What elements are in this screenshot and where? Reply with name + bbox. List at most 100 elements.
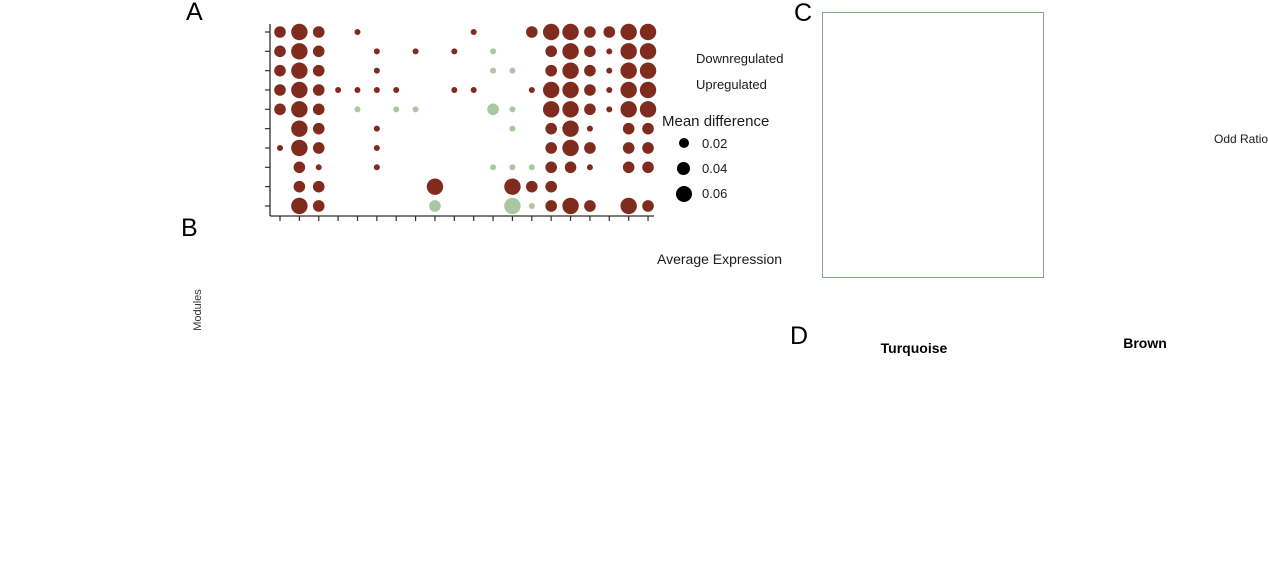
enrichment-dot [429, 200, 441, 212]
panel-a-dotplot [265, 23, 657, 221]
enrichment-dot [354, 86, 361, 93]
downregulated-dot [676, 54, 684, 62]
expression-colorbar [671, 271, 687, 363]
size-label-006: 0.06 [702, 186, 728, 201]
enrichment-dot [373, 67, 380, 74]
enrichment-dot [584, 45, 596, 58]
enrichment-dot [393, 86, 400, 93]
enrichment-dot [545, 161, 557, 174]
panel-c-heatmap [823, 13, 1043, 277]
enrichment-dot [504, 197, 521, 215]
size-label-004: 0.04 [702, 161, 728, 176]
enrichment-dot [312, 103, 325, 116]
panel-d-letter: D [790, 322, 809, 350]
enrichment-dot [562, 43, 579, 60]
enrichment-dot [335, 86, 342, 93]
enrichment-dot [373, 48, 380, 55]
enrichment-dot [606, 106, 613, 113]
enrichment-dot [606, 48, 613, 55]
odd-ratio-colorbar [1226, 150, 1239, 274]
enrichment-dot [545, 200, 557, 212]
enrichment-dot [509, 67, 516, 74]
enrichment-dot [562, 139, 579, 157]
enrichment-dot [584, 103, 596, 116]
enrichment-dot [373, 144, 380, 151]
enrichment-dot [451, 48, 458, 55]
average-expression-title: Average Expression [657, 251, 783, 267]
enrichment-dot [620, 197, 637, 215]
enrichment-dot [620, 62, 637, 79]
enrichment-dot [274, 64, 286, 77]
panel-a-letter: A [186, 0, 203, 26]
enrichment-dot [620, 43, 637, 60]
enrichment-dot [412, 48, 419, 55]
enrichment-dot [545, 122, 557, 135]
panel-c-letter: C [794, 0, 813, 27]
enrichment-dot [620, 81, 637, 99]
enrichment-dot [584, 26, 596, 38]
enrichment-dot [490, 67, 497, 74]
enrichment-dot [584, 64, 596, 77]
enrichment-dot [315, 164, 322, 171]
enrichment-dot [586, 164, 593, 171]
enrichment-dot [584, 84, 596, 96]
enrichment-dot [312, 26, 325, 38]
enrichment-dot [490, 48, 497, 55]
enrichment-dot [528, 86, 535, 93]
enrichment-dot [312, 142, 325, 154]
enrichment-dot [312, 84, 325, 96]
enrichment-dot [291, 23, 308, 41]
enrichment-dot [312, 122, 325, 135]
enrichment-dot [603, 26, 616, 38]
enrichment-dot [312, 64, 325, 77]
enrichment-dot [642, 200, 654, 212]
enrichment-dot [277, 144, 283, 151]
enrichment-dot [487, 103, 499, 116]
enrichment-dot [562, 62, 579, 79]
enrichment-dot [293, 161, 306, 174]
upregulated-dot [676, 80, 684, 88]
enrichment-dot [620, 101, 637, 118]
size-label-002: 0.02 [702, 136, 728, 151]
enrichment-dot [639, 101, 657, 118]
brown-network [1022, 355, 1268, 579]
enrichment-dot [312, 180, 325, 193]
enrichment-dot [606, 86, 613, 93]
enrichment-dot [504, 178, 521, 195]
enrichment-dot [291, 101, 308, 118]
enrichment-dot [562, 101, 579, 118]
enrichment-dot [274, 45, 286, 58]
mean-difference-title: Mean difference [662, 113, 770, 130]
enrichment-dot [274, 84, 286, 96]
enrichment-dot [545, 180, 557, 193]
enrichment-dot [291, 120, 308, 137]
enrichment-dot [639, 81, 657, 99]
modules-axis-label: Modules [192, 289, 204, 331]
enrichment-dot [642, 142, 654, 154]
enrichment-dot [526, 26, 538, 38]
enrichment-dot [528, 202, 535, 209]
turquoise-network-title: Turquoise [880, 340, 948, 356]
enrichment-dot [586, 125, 593, 132]
enrichment-dot [291, 43, 308, 60]
enrichment-dot [470, 86, 477, 93]
enrichment-dot [622, 122, 635, 135]
enrichment-dot [622, 161, 635, 174]
enrichment-dot [526, 180, 538, 193]
size-dot-006 [676, 186, 692, 202]
odd-ratio-title: Odd Ratio [1214, 132, 1268, 146]
panel-b-dotplot [258, 222, 660, 394]
enrichment-dot [312, 200, 325, 212]
enrichment-dot [545, 45, 557, 58]
size-dot-002 [679, 138, 689, 148]
enrichment-dot [291, 81, 308, 99]
enrichment-dot [622, 142, 635, 154]
turquoise-network [788, 358, 1040, 579]
enrichment-dot [606, 67, 613, 74]
enrichment-dot [639, 43, 657, 60]
enrichment-dot [509, 125, 516, 132]
enrichment-dot [293, 180, 306, 193]
enrichment-dot [639, 62, 657, 79]
enrichment-dot [528, 164, 535, 171]
